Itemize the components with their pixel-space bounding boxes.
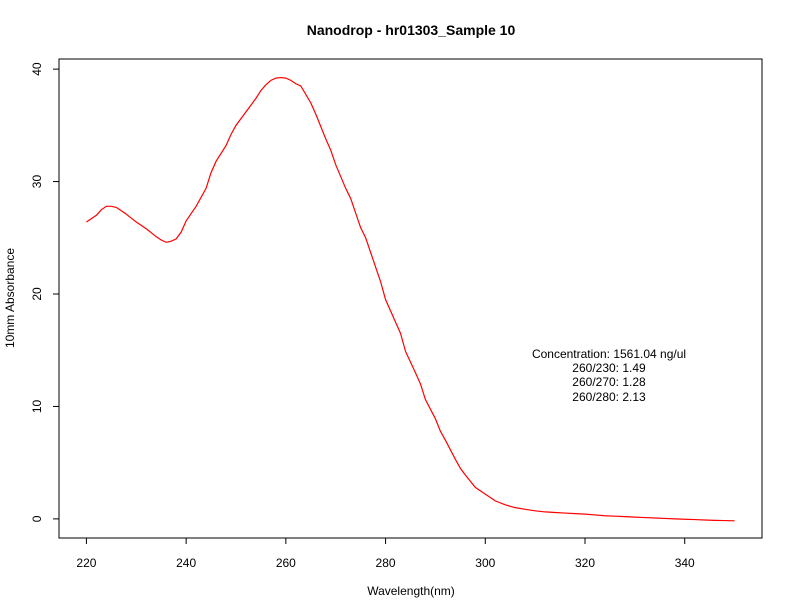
y-tick-label: 10	[30, 399, 44, 413]
annotation-260-230: 260/230: 1.49	[572, 361, 646, 375]
x-tick-label: 260	[276, 556, 296, 570]
y-axis-label: 10mm Absorbance	[3, 248, 17, 348]
absorbance-series-line	[86, 76, 735, 522]
chart-title: Nanodrop - hr01303_Sample 10	[307, 22, 516, 38]
x-tick-label: 240	[176, 556, 196, 570]
annotation-block: Concentration: 1561.04 ng/ul 260/230: 1.…	[532, 347, 686, 404]
y-tick-label: 20	[30, 287, 44, 301]
y-tick-label: 0	[30, 515, 44, 522]
annotation-concentration: Concentration: 1561.04 ng/ul	[532, 347, 686, 361]
x-tick-label: 340	[675, 556, 695, 570]
x-tick-label: 300	[475, 556, 495, 570]
y-tick-label: 40	[30, 62, 44, 76]
x-axis: 220 240 260 280 300 320 340	[76, 538, 695, 570]
annotation-260-280: 260/280: 2.13	[572, 390, 646, 404]
x-axis-label: Wavelength(nm)	[367, 584, 455, 598]
plot-frame	[58, 58, 763, 539]
annotation-260-270: 260/270: 1.28	[572, 375, 646, 389]
y-tick-label: 30	[30, 175, 44, 189]
x-tick-label: 220	[76, 556, 96, 570]
x-tick-label: 320	[575, 556, 595, 570]
x-tick-label: 280	[376, 556, 396, 570]
y-axis: 0 10 20 30 40	[30, 62, 59, 522]
